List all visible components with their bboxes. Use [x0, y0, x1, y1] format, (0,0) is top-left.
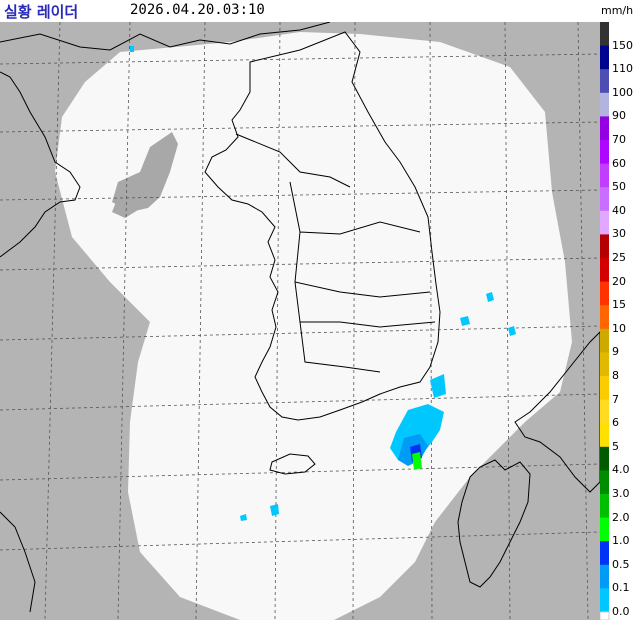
china-coast: [0, 71, 81, 258]
legend-tick-label: 150: [612, 38, 633, 52]
legend-swatch: [600, 163, 609, 188]
echo-scatter-4: [270, 504, 279, 516]
rainfall-legend: [600, 22, 610, 620]
legend-tick-label: 8: [612, 369, 619, 382]
legend-swatch: [600, 376, 609, 401]
legend-swatch: [600, 234, 609, 259]
legend-tick-label: 90: [612, 109, 626, 123]
legend-tick-label: 6: [612, 416, 619, 430]
legend-swatch-zero: [600, 611, 610, 620]
legend-tick-label: 0.1: [612, 581, 630, 595]
radar-map: [0, 22, 600, 620]
legend-swatch: [600, 210, 609, 235]
legend-swatch: [600, 564, 609, 589]
legend-tick-label: 70: [612, 133, 626, 146]
legend-swatch: [600, 305, 609, 330]
china-south-coast: [0, 511, 36, 613]
legend-tick-label: 15: [612, 298, 626, 312]
radar-timestamp: 2026.04.20.03:10: [130, 2, 265, 18]
provincial-boundaries: [235, 133, 436, 373]
legend-swatch: [600, 423, 609, 448]
header-bar: 실황 레이더 2026.04.20.03:10: [0, 0, 600, 22]
legend-swatch: [600, 352, 609, 377]
japan-kyushu-coast: [457, 459, 531, 588]
legend-unit-label: mm/h: [601, 4, 634, 17]
legend-tick-label: 0.0: [612, 605, 630, 618]
echo-light-2: [430, 374, 446, 398]
northern-border: [0, 22, 331, 51]
legend-swatch: [600, 470, 609, 495]
legend-swatch: [600, 517, 609, 542]
echo-scatter-6: [130, 46, 134, 52]
jeju-island: [269, 453, 316, 475]
legend-swatch: [600, 281, 609, 306]
legend-swatch: [600, 446, 609, 471]
page-title: 실황 레이더: [4, 3, 79, 21]
legend-swatch: [600, 187, 609, 212]
legend-swatch: [600, 399, 609, 424]
legend-tick-label: 110: [612, 62, 633, 76]
legend-tick-label: 5: [612, 439, 619, 453]
legend-swatch: [600, 328, 609, 353]
legend-swatch: [600, 22, 609, 47]
ground-clutter: [112, 132, 178, 218]
legend-swatch: [600, 45, 609, 70]
legend-tick-label: 30: [612, 227, 626, 241]
legend-tick-label: 60: [612, 156, 626, 170]
legend-tick-label: 9: [612, 345, 619, 359]
legend-tick-label: 20: [612, 274, 626, 288]
legend-tick-label: 100: [612, 85, 633, 99]
japan-honshu-coast: [514, 331, 600, 493]
legend-tick-label: 3.0: [612, 487, 630, 500]
legend-swatch: [600, 92, 609, 117]
legend-tick-label: 7: [612, 392, 619, 406]
legend-tick-label: 0.5: [612, 557, 630, 571]
echo-scatter-1: [460, 316, 470, 326]
legend-tick-label: 2.0: [612, 510, 630, 524]
legend-tick-label: 25: [612, 251, 626, 264]
precipitation-echoes: [130, 46, 516, 521]
legend-swatch: [600, 258, 609, 283]
echo-scatter-5: [240, 514, 247, 521]
legend-tick-label: 10: [612, 321, 626, 335]
legend-swatch: [600, 541, 609, 566]
legend-swatch: [600, 588, 609, 613]
echo-scatter-2: [486, 292, 494, 302]
legend-swatch: [600, 494, 609, 519]
radar-coverage-area: [55, 32, 572, 620]
legend-tick-label: 1.0: [612, 534, 630, 548]
legend-tick-label: 4.0: [612, 463, 630, 477]
legend-swatch: [600, 140, 609, 165]
legend-swatch: [600, 116, 609, 141]
lat-lon-grid: [0, 22, 600, 620]
legend-tick-label: 50: [612, 180, 626, 194]
korean-peninsula-coast: [204, 31, 441, 421]
echo-heavy: [412, 452, 422, 470]
echo-scatter-3: [508, 326, 516, 336]
legend-swatch: [600, 69, 609, 94]
coastlines: [0, 22, 600, 613]
legend-tick-label: 40: [612, 203, 626, 217]
